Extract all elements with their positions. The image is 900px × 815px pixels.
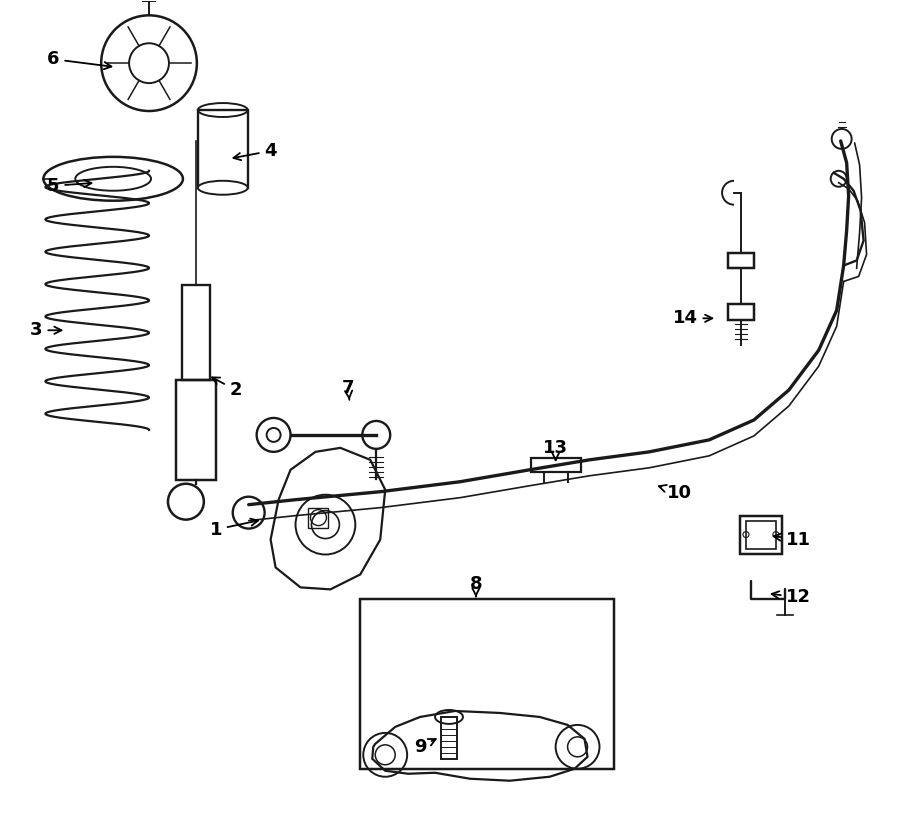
Text: 9: 9 <box>414 738 436 756</box>
Text: 10: 10 <box>659 484 692 502</box>
Ellipse shape <box>198 181 248 195</box>
Bar <box>531 458 580 472</box>
Text: 12: 12 <box>771 588 811 606</box>
Text: 2: 2 <box>212 377 242 399</box>
Bar <box>441 717 457 759</box>
Bar <box>198 110 248 187</box>
Bar <box>360 599 615 769</box>
Bar <box>740 516 782 553</box>
Bar <box>728 253 754 268</box>
Text: 8: 8 <box>470 575 482 597</box>
Bar <box>728 304 754 320</box>
Text: 3: 3 <box>31 321 61 339</box>
Text: 4: 4 <box>233 142 277 161</box>
Text: 1: 1 <box>210 518 258 539</box>
Text: 6: 6 <box>47 51 112 69</box>
Text: 5: 5 <box>47 177 92 195</box>
Bar <box>182 285 210 380</box>
Text: 14: 14 <box>672 310 712 328</box>
Bar <box>746 521 776 548</box>
Text: 7: 7 <box>342 379 355 400</box>
Bar <box>176 380 216 480</box>
Text: 13: 13 <box>543 438 568 460</box>
Bar <box>309 508 328 527</box>
Text: 11: 11 <box>774 531 811 548</box>
